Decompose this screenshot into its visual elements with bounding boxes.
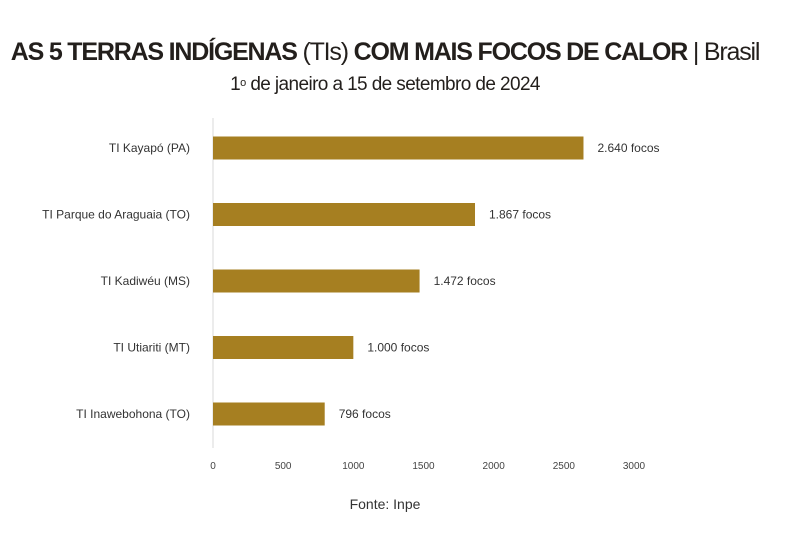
- source-note: Fonte: Inpe: [349, 496, 421, 512]
- data-label: 1.472 focos: [434, 274, 496, 288]
- x-tick-label: 2500: [553, 461, 576, 472]
- title-bold-part-2: COM MAIS FOCOS DE CALOR: [353, 38, 689, 66]
- data-label: 796 focos: [339, 407, 391, 421]
- bar: [213, 203, 476, 226]
- title-light-part: (TIs): [302, 38, 349, 66]
- x-tick-label: 3000: [623, 461, 646, 472]
- bar: [213, 336, 354, 359]
- data-label: 1.000 focos: [367, 341, 429, 355]
- x-tick-label: 2000: [483, 461, 506, 472]
- data-label: 1.867 focos: [489, 208, 551, 222]
- subtitle-period: de janeiro a 15 de setembro de 2024: [250, 74, 540, 95]
- bar: [213, 136, 584, 160]
- data-label: 2.640 focos: [597, 141, 659, 155]
- x-tick-label: 1000: [342, 461, 365, 472]
- category-label: TI Utiariti (MT): [113, 341, 190, 355]
- title-region: | Brasil: [692, 38, 761, 66]
- bar: [213, 402, 325, 426]
- x-tick-label: 500: [275, 461, 292, 472]
- subtitle-ordinal: o: [240, 77, 246, 89]
- bar: [213, 269, 420, 293]
- category-label: TI Kadiwéu (MS): [101, 274, 190, 288]
- category-label: TI Inawebohona (TO): [76, 407, 190, 421]
- category-label: TI Parque do Araguaia (TO): [42, 208, 190, 222]
- x-tick-label: 0: [210, 461, 216, 472]
- x-tick-label: 1500: [412, 461, 435, 472]
- category-label: TI Kayapó (PA): [109, 141, 190, 155]
- subtitle-day: 1: [230, 74, 241, 95]
- chart-title: AS 5 TERRAS INDÍGENAS (TIs) COM MAIS FOC…: [0, 38, 770, 67]
- chart-subtitle: 1o de janeiro a 15 de setembro de 2024: [0, 74, 770, 96]
- title-bold-part: AS 5 TERRAS INDÍGENAS: [10, 38, 298, 66]
